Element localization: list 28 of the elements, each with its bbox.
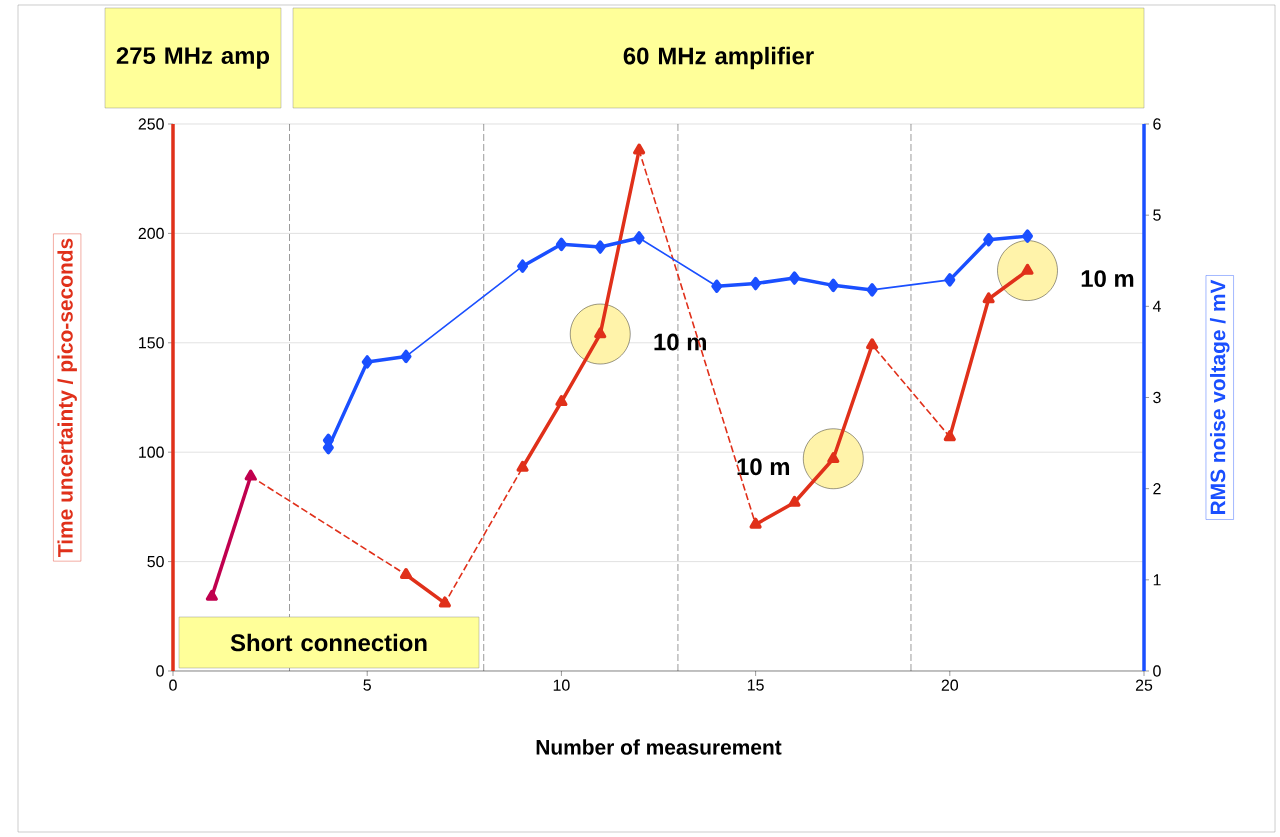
y-tick-label: 200 [138, 227, 164, 240]
y-tick-label: 50 [147, 555, 164, 568]
y2-axis-title: RMS noise voltage / mV [1209, 279, 1230, 515]
text: 275 MHz amp [116, 47, 270, 69]
text: 60 MHz amplifier [623, 46, 814, 70]
x-tick-label: 15 [747, 679, 764, 691]
x-tick-label: 10 [553, 679, 570, 691]
y2-tick-label: 1 [1153, 574, 1161, 586]
y-tick-label: 150 [139, 337, 164, 349]
annotation: 10 m [737, 458, 790, 476]
x-tick-label: 20 [941, 679, 959, 691]
y2-tick-label: 5 [1153, 209, 1161, 221]
x-axis-title: Number of measurement [536, 739, 782, 755]
x-tick-label: 5 [363, 679, 371, 691]
annotation: 10 m [654, 333, 706, 351]
x-tick-label: 0 [169, 679, 177, 691]
x-tick-label: 25 [1135, 679, 1153, 691]
y-tick-label: 100 [139, 446, 164, 458]
y2-tick-label: 4 [1152, 300, 1161, 312]
y2-tick-label: 2 [1153, 483, 1161, 495]
y-tick-label: 0 [156, 665, 164, 677]
annotation: 10 m [1081, 270, 1134, 288]
y-tick-label: 250 [138, 118, 164, 130]
y2-tick-label: 3 [1153, 391, 1161, 404]
y-axis-title: Time uncertainty / pico-seconds [57, 238, 77, 557]
y2-tick-label: 0 [1153, 665, 1161, 677]
annotation: Short connection [230, 633, 427, 652]
y2-tick-label: 6 [1153, 118, 1161, 130]
